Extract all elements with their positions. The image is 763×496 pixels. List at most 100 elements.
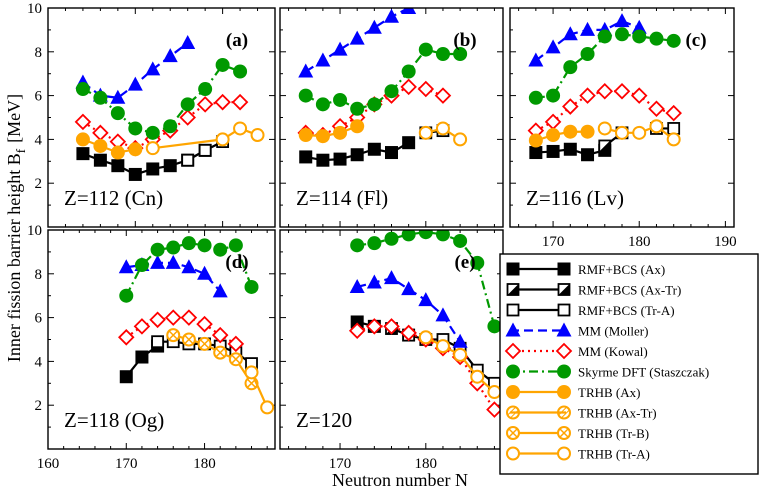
legend-marker-left: [505, 322, 521, 337]
legend-label: RMF+BCS (Tr-A): [578, 303, 675, 318]
legend-label: RMF+BCS (Ax): [578, 262, 665, 277]
data-point: [614, 13, 630, 28]
data-point: [562, 26, 578, 41]
data-point: [151, 335, 164, 349]
legend-marker-left-cross-b: [508, 428, 518, 438]
data-point: [181, 259, 197, 274]
data-point: [546, 144, 560, 158]
panel-2: (b) Z=114 (Fl): [279, 7, 504, 228]
data-point: [384, 270, 399, 285]
legend: RMF+BCS (Ax) RMF+BCS (Ax-Tr) RMF+BCS (Tr-A…: [499, 253, 759, 475]
data-point: [149, 311, 166, 329]
data-point: [597, 29, 612, 44]
panel-label: (d): [225, 252, 248, 273]
panel-plot-area: [527, 13, 682, 162]
data-point: [146, 162, 160, 176]
legend-entry: TRHB (Ax-Tr): [506, 405, 657, 421]
data-point: [544, 113, 562, 131]
data-point: [453, 233, 468, 248]
data-point: [166, 240, 181, 255]
data-point: [196, 96, 214, 113]
data-point: [486, 401, 503, 418]
data-point: [133, 318, 151, 335]
data-point: [150, 242, 165, 257]
data-point: [597, 121, 612, 136]
series-skyrme-dft-staszczak-: [119, 236, 259, 303]
data-point: [385, 146, 398, 160]
series-trhb-tr-a-: [145, 121, 265, 156]
data-point: [418, 125, 433, 140]
legend-marker-right-cross-b: [559, 428, 569, 438]
data-point: [632, 29, 647, 44]
y-tick-label: 2: [35, 398, 43, 414]
data-point: [453, 132, 468, 147]
x-tick-label: 160: [37, 456, 60, 472]
data-point: [580, 46, 595, 61]
data-point: [366, 19, 382, 34]
data-point: [179, 109, 196, 126]
legend-marker-right: [557, 262, 571, 276]
series-trhb-tr-a-: [418, 121, 468, 147]
data-point: [452, 333, 468, 348]
data-point: [76, 147, 90, 161]
data-point: [367, 236, 382, 251]
data-point: [349, 278, 365, 293]
data-point: [400, 78, 417, 96]
x-tick-label: 170: [542, 234, 565, 250]
legend-label: MM (Kowal): [578, 344, 648, 359]
data-point: [75, 82, 90, 97]
data-point: [563, 124, 578, 139]
series-line: [82, 138, 136, 154]
data-point: [333, 152, 347, 166]
panel-title: Z=112 (Cn): [64, 186, 163, 210]
legend-entry: TRHB (Tr-B): [506, 426, 649, 441]
series-mm-kowal-: [118, 309, 245, 353]
data-point: [211, 326, 229, 344]
legend-marker-right: [557, 303, 571, 317]
data-point: [196, 315, 213, 333]
y-tick-label: 10: [27, 223, 42, 239]
series-line: [152, 127, 258, 150]
data-point: [119, 370, 133, 384]
legend-marker-right: [555, 342, 573, 360]
data-point: [384, 231, 399, 246]
data-point-cross-b: [168, 330, 178, 340]
panel-frame: [47, 229, 276, 450]
data-point: [215, 132, 230, 147]
data-point: [180, 35, 196, 50]
data-point: [649, 119, 664, 134]
x-tick-label: 170: [115, 456, 138, 472]
y-axis-title-main: Inner fission barrier height B: [4, 153, 24, 362]
data-point: [470, 369, 485, 384]
data-point: [165, 254, 181, 269]
y-axis-title-unit: [MeV]: [4, 94, 24, 143]
data-point: [350, 238, 365, 253]
data-point: [366, 318, 383, 335]
data-point: [367, 142, 381, 156]
data-point: [333, 92, 348, 107]
data-point: [150, 254, 166, 269]
data-point: [110, 106, 125, 121]
panel-4: (d) Z=118 (Og): [47, 229, 276, 450]
legend-marker-left: [506, 364, 520, 379]
x-tick-label: 180: [193, 456, 216, 472]
y-tick-label: 2: [35, 176, 43, 192]
data-point: [487, 385, 502, 400]
data-point: [418, 42, 433, 57]
data-point: [367, 97, 382, 112]
data-point: [580, 124, 595, 139]
data-point: [110, 89, 126, 104]
data-point: [435, 307, 451, 322]
data-point: [298, 63, 314, 78]
data-point: [632, 125, 647, 140]
data-point: [231, 93, 249, 111]
data-point: [563, 142, 577, 156]
y-tick-label: 8: [35, 45, 43, 61]
series-skyrme-dft-staszczak-: [298, 42, 468, 116]
series-skyrme-dft-staszczak-: [350, 230, 502, 334]
x-tick-label: 180: [628, 234, 651, 250]
data-point: [350, 101, 365, 116]
data-point: [630, 87, 648, 104]
x-tick-label: 170: [329, 456, 352, 472]
data-point: [244, 365, 259, 380]
